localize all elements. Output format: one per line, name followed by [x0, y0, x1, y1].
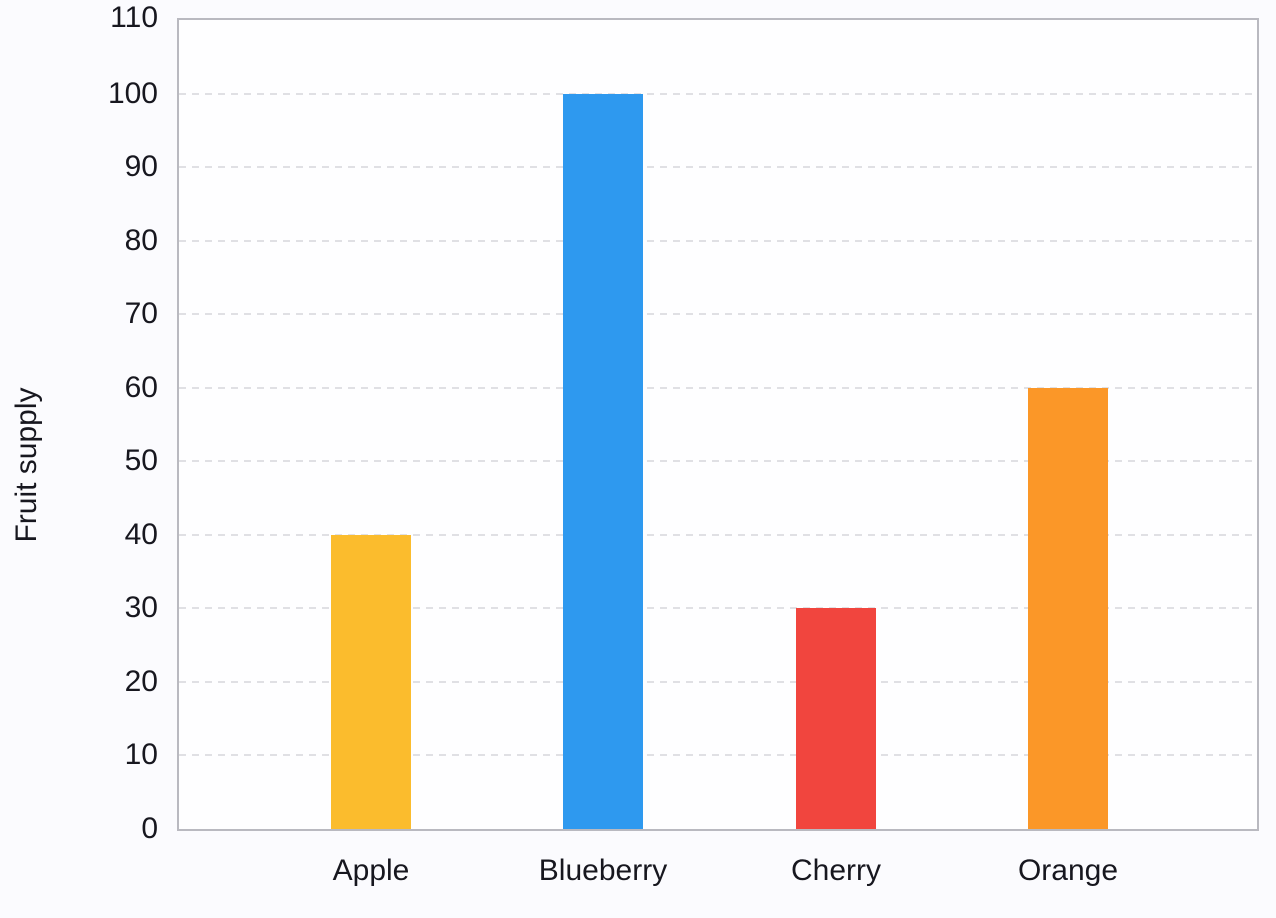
gridline-30: [179, 607, 1257, 610]
gridline-80: [179, 239, 1257, 242]
y-tick-label-60: 60: [124, 371, 158, 404]
gridline-40: [179, 533, 1257, 536]
y-tick-label-100: 100: [107, 77, 158, 110]
y-tick-label-10: 10: [124, 738, 158, 771]
gridline-50: [179, 460, 1257, 463]
x-tick-label-apple: Apple: [332, 854, 410, 887]
gridline-90: [179, 166, 1257, 169]
bar-orange: [1028, 388, 1108, 829]
y-tick-label-0: 0: [141, 812, 158, 845]
x-tick-label-orange: Orange: [1017, 854, 1119, 887]
y-tick-label-80: 80: [124, 224, 158, 257]
plot-area: [177, 18, 1259, 831]
y-tick-label-70: 70: [124, 297, 158, 330]
bar-apple: [331, 535, 411, 829]
gridline-10: [179, 754, 1257, 757]
gridline-70: [179, 313, 1257, 316]
y-tick-label-30: 30: [124, 591, 158, 624]
x-tick-label-cherry: Cherry: [790, 854, 881, 887]
bar-cherry: [796, 608, 876, 829]
x-tick-label-blueberry: Blueberry: [538, 854, 668, 887]
y-tick-label-110: 110: [110, 1, 158, 34]
y-tick-label-20: 20: [124, 665, 158, 698]
bar-blueberry: [563, 94, 643, 829]
y-tick-label-50: 50: [124, 444, 158, 477]
gridline-100: [179, 92, 1257, 95]
gridline-20: [179, 680, 1257, 683]
y-tick-label-40: 40: [124, 518, 158, 551]
gridline-60: [179, 386, 1257, 389]
y-tick-label-90: 90: [124, 150, 158, 183]
